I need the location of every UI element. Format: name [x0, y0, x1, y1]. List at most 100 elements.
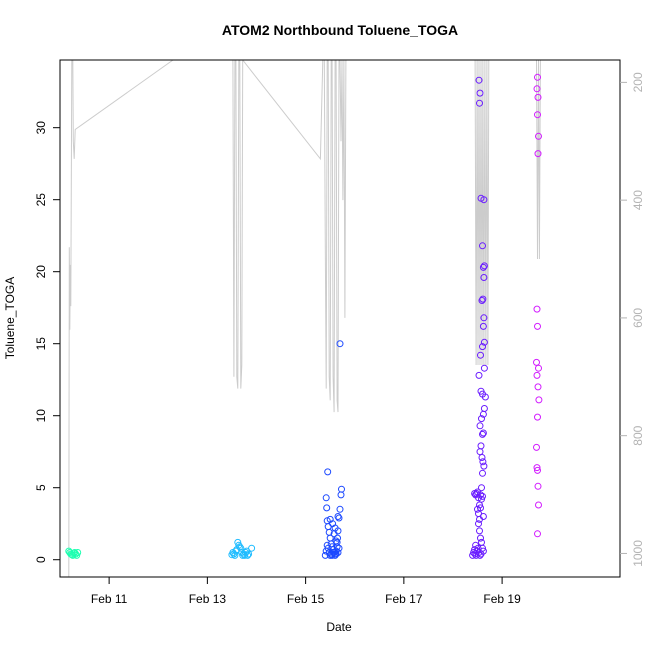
- data-point: [474, 544, 482, 552]
- data-point: [244, 551, 252, 559]
- data-point: [534, 530, 541, 538]
- data-point: [534, 73, 541, 81]
- x-tick-label: Feb 15: [287, 592, 325, 606]
- data-point: [475, 549, 483, 556]
- data-point: [476, 99, 483, 107]
- data-point: [479, 295, 487, 303]
- data-point: [248, 544, 256, 552]
- data-point: [534, 413, 541, 421]
- data-point: [480, 314, 488, 322]
- series-2: [321, 340, 345, 559]
- data-point: [533, 85, 541, 93]
- data-points-layer: [65, 73, 543, 559]
- data-point: [479, 390, 486, 398]
- data-point: [237, 544, 245, 552]
- data-point: [74, 549, 82, 556]
- data-point: [479, 458, 487, 466]
- data-point: [534, 93, 542, 101]
- data-point: [533, 443, 540, 451]
- data-point: [480, 405, 488, 412]
- y-axis-label: Toluene_TOGA: [3, 277, 17, 360]
- data-point: [477, 504, 484, 512]
- data-point: [534, 150, 542, 158]
- y-axis: 0 5 10 15 20 25 30: [34, 121, 60, 563]
- data-point: [335, 544, 343, 552]
- y-tick-label: 0: [34, 556, 48, 563]
- data-point: [476, 551, 484, 559]
- data-point: [479, 263, 487, 271]
- y-tick-label: 25: [34, 193, 48, 207]
- right-tick-label: 400: [631, 190, 645, 210]
- data-point: [478, 538, 485, 546]
- data-point: [535, 501, 542, 509]
- x-tick-label: Feb 19: [483, 592, 521, 606]
- data-point: [534, 383, 542, 391]
- data-point: [479, 410, 487, 418]
- y-tick-label: 30: [34, 121, 48, 135]
- data-point: [473, 490, 481, 497]
- right-axis: 200 400 600 800 1000: [620, 72, 645, 567]
- data-point: [234, 538, 242, 546]
- data-point: [72, 550, 80, 558]
- data-point: [331, 524, 339, 532]
- data-point: [477, 534, 484, 542]
- data-point: [480, 196, 488, 204]
- data-point: [328, 551, 336, 559]
- data-point: [476, 422, 484, 430]
- data-point: [335, 514, 343, 522]
- data-point: [534, 482, 542, 490]
- data-point: [534, 111, 541, 119]
- data-point: [241, 551, 249, 559]
- data-point: [476, 448, 484, 456]
- data-point: [479, 513, 487, 520]
- data-point: [332, 537, 340, 545]
- y-tick-label: 10: [34, 409, 48, 423]
- data-point: [478, 297, 486, 304]
- data-point: [477, 442, 485, 450]
- series-3: [469, 76, 489, 559]
- data-point: [337, 491, 345, 499]
- data-point: [476, 527, 483, 535]
- data-point: [478, 484, 485, 492]
- data-point: [480, 338, 488, 346]
- data-point: [480, 262, 488, 270]
- altitude-line: [68, 60, 541, 577]
- data-point: [479, 429, 487, 437]
- data-point: [479, 242, 486, 250]
- altitude-line-layer: [68, 60, 541, 577]
- data-point: [533, 358, 540, 366]
- data-point: [476, 501, 483, 509]
- data-point: [245, 550, 253, 558]
- data-point: [534, 322, 541, 330]
- data-point: [477, 550, 485, 558]
- data-point: [336, 505, 344, 513]
- data-point: [535, 132, 542, 140]
- data-point: [478, 454, 486, 461]
- data-point: [480, 364, 488, 372]
- right-tick-label: 600: [631, 308, 645, 328]
- data-point: [535, 396, 543, 404]
- data-point: [477, 351, 484, 359]
- data-point: [479, 469, 486, 477]
- chart-title: ATOM2 Northbound Toluene_TOGA: [222, 22, 458, 38]
- x-tick-label: Feb 13: [189, 592, 227, 606]
- data-point: [479, 430, 486, 438]
- right-tick-label: 200: [631, 72, 645, 92]
- data-point: [476, 89, 484, 97]
- series-0: [65, 547, 82, 559]
- data-point: [533, 371, 541, 379]
- data-point: [323, 541, 331, 549]
- right-tick-label: 1000: [631, 540, 645, 567]
- data-point: [475, 371, 483, 379]
- x-axis-label: Date: [326, 620, 352, 634]
- data-point: [480, 274, 488, 281]
- data-point: [338, 485, 345, 493]
- data-point: [471, 490, 479, 497]
- data-point: [323, 504, 331, 512]
- data-point: [478, 415, 485, 423]
- data-point: [535, 364, 542, 372]
- data-point: [480, 462, 488, 470]
- x-axis: Feb 11 Feb 13 Feb 15 Feb 17 Feb 19: [91, 577, 521, 606]
- data-point: [332, 550, 340, 558]
